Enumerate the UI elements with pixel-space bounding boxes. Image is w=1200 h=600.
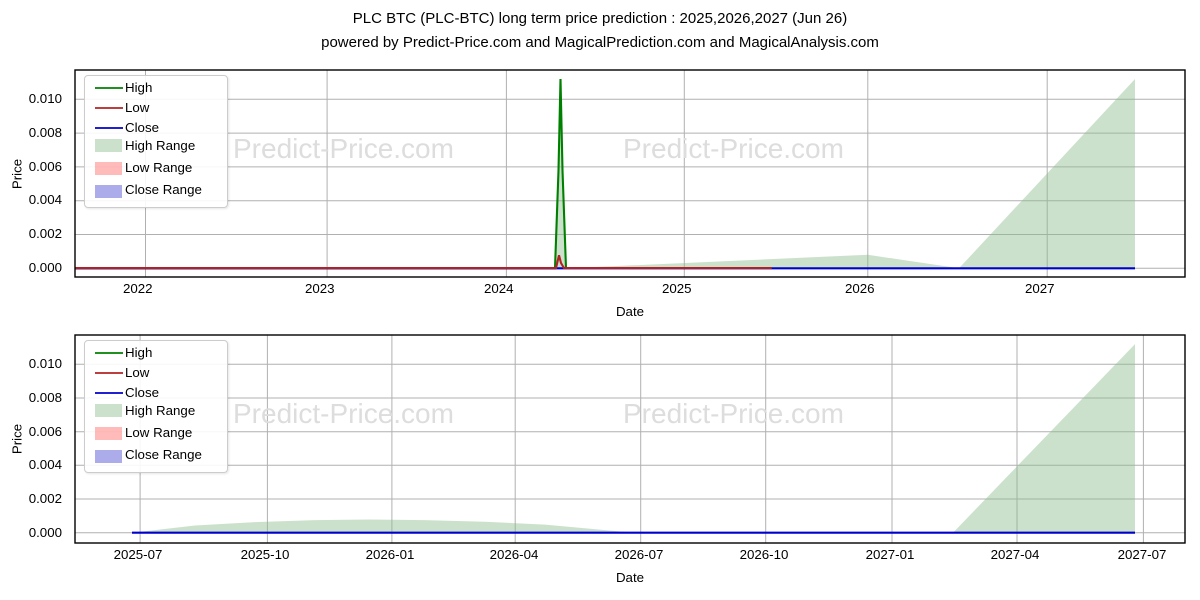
svg-text:Predict-Price.com: Predict-Price.com bbox=[233, 398, 454, 429]
svg-text:Predict-Price.com: Predict-Price.com bbox=[623, 398, 844, 429]
svg-text:Predict-Price.com: Predict-Price.com bbox=[233, 133, 454, 164]
svg-text:Predict-Price.com: Predict-Price.com bbox=[623, 133, 844, 164]
